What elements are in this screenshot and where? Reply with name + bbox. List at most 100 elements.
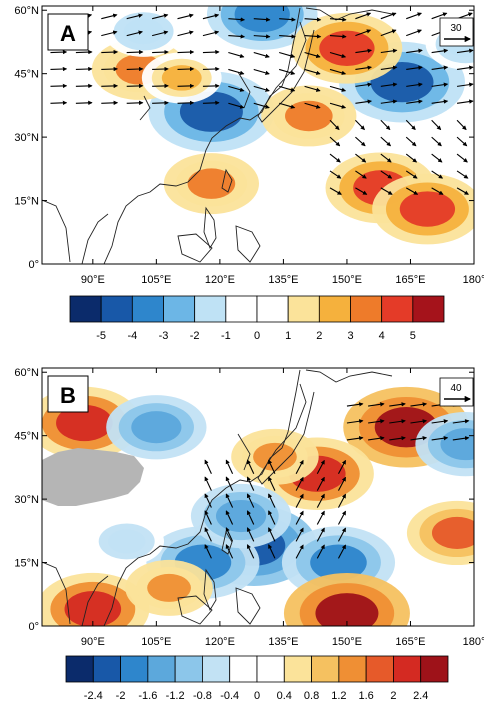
- wind-vector: [329, 68, 347, 75]
- anomaly-cell: [52, 103, 117, 146]
- wind-vector: [268, 510, 276, 525]
- lon-tick-label: 90°E: [81, 636, 105, 648]
- wind-vector: [380, 136, 392, 147]
- wind-vector: [406, 82, 423, 87]
- wind-vector: [50, 66, 68, 72]
- colorbar-swatch: [381, 295, 414, 323]
- lon-tick-label: 105°E: [141, 274, 171, 286]
- anomaly-cell: [103, 6, 184, 57]
- wind-vector: [380, 82, 398, 87]
- colorbar-tick-label: -0.4: [220, 690, 239, 702]
- lon-tick-label: 105°E: [141, 636, 171, 648]
- wind-vector: [75, 66, 93, 72]
- wind-vector: [329, 51, 347, 59]
- wind-vector: [228, 102, 245, 109]
- wind-vector: [431, 65, 449, 70]
- colorbar-tick-label: 1.2: [331, 690, 346, 702]
- wind-vector: [202, 13, 220, 20]
- lat-tick-label: 0°: [28, 259, 39, 271]
- lat-tick-label: 15°N: [14, 558, 39, 570]
- colorbar-tick-label: 5: [410, 330, 416, 342]
- panel-a-label-box: A: [47, 13, 89, 51]
- wind-vector: [151, 30, 169, 37]
- anomaly-cell: [283, 573, 410, 626]
- panel-b-reference-vector: 40: [439, 377, 474, 407]
- wind-vector: [380, 119, 391, 131]
- wind-vector: [253, 17, 271, 22]
- wind-vector: [101, 13, 118, 20]
- wind-vector: [253, 102, 270, 109]
- lat-tick-label: 15°N: [14, 196, 39, 208]
- colorbar-tick-label: -1: [221, 330, 231, 342]
- colorbar-swatch: [283, 655, 312, 683]
- panel-b-anomaly-field: [42, 386, 474, 626]
- colorbar-tick-label: 0: [254, 690, 260, 702]
- wind-vector: [253, 51, 270, 59]
- wind-vector: [431, 99, 449, 104]
- wind-vector: [431, 419, 449, 424]
- wind-vector: [431, 12, 448, 20]
- panel-a-axis-ticks: 60°N 45°N 30°N 15°N 0° 90°E 105°E 120°E 135°E 150…: [14, 5, 484, 286]
- wind-vector: [355, 99, 372, 104]
- colorbar-swatch: [65, 655, 94, 683]
- colorbar-swatch: [338, 655, 367, 683]
- lon-tick-label: 135°E: [268, 636, 298, 648]
- wind-vector: [50, 49, 68, 55]
- wind-vector: [329, 17, 347, 22]
- wind-vector: [329, 170, 342, 179]
- wind-vector: [329, 187, 342, 195]
- colorbar-tick-label: 1.6: [358, 690, 373, 702]
- panel-b-border: [41, 367, 475, 627]
- wind-vector: [405, 153, 418, 163]
- anomaly-cell: [190, 483, 292, 549]
- wind-vector: [452, 436, 470, 441]
- wind-vector: [225, 510, 234, 525]
- colorbar-swatch: [194, 295, 227, 323]
- wind-vector: [225, 459, 234, 474]
- colorbar-swatch: [365, 655, 394, 683]
- wind-vector: [329, 136, 341, 147]
- wind-vector: [101, 66, 119, 72]
- wind-vector: [380, 153, 392, 163]
- wind-vector: [389, 419, 406, 424]
- colorbar-swatch: [393, 655, 422, 683]
- wind-vector: [126, 83, 144, 89]
- colorbar-swatch: [92, 655, 121, 683]
- wind-vector: [329, 85, 347, 92]
- wind-vector: [75, 83, 93, 89]
- colorbar-swatch: [229, 655, 258, 683]
- wind-vector: [456, 136, 468, 147]
- wind-vector: [246, 544, 255, 559]
- wind-vector: [346, 419, 364, 424]
- wind-vector: [368, 419, 385, 424]
- wind-vector: [177, 13, 194, 20]
- wind-vector: [337, 493, 346, 508]
- colorbar-tick-label: -4: [127, 330, 137, 342]
- lat-tick-label: 60°N: [14, 367, 39, 379]
- wind-vector: [177, 100, 195, 106]
- anomaly-cell: [291, 12, 403, 84]
- colorbar-swatch: [318, 295, 351, 323]
- wind-vector: [431, 82, 449, 87]
- wind-vector: [355, 65, 372, 70]
- wind-vector: [304, 51, 321, 59]
- wind-vector: [75, 100, 93, 106]
- colorbar-tick-label: -1.2: [166, 690, 185, 702]
- lat-tick-label: 0°: [28, 621, 39, 633]
- wind-vector: [268, 476, 276, 491]
- lat-tick-label: 30°N: [14, 494, 39, 506]
- wind-vector: [202, 30, 220, 37]
- wind-vector: [101, 30, 118, 37]
- panel-a: 60°N45°N30°N15°N0°90°E 105°E 120°E 135°E 150…: [14, 5, 484, 342]
- panel-a-coastlines: [42, 7, 393, 264]
- wind-vector: [405, 170, 418, 179]
- wind-vector: [410, 402, 428, 407]
- panel-a-label: A: [60, 21, 76, 46]
- wind-vector: [268, 459, 276, 474]
- wind-vector: [246, 459, 255, 474]
- wind-vector: [355, 119, 365, 131]
- wind-vector: [355, 136, 366, 147]
- wind-vector: [456, 170, 469, 179]
- lon-tick-label: 135°E: [268, 274, 298, 286]
- wind-vector: [456, 187, 469, 195]
